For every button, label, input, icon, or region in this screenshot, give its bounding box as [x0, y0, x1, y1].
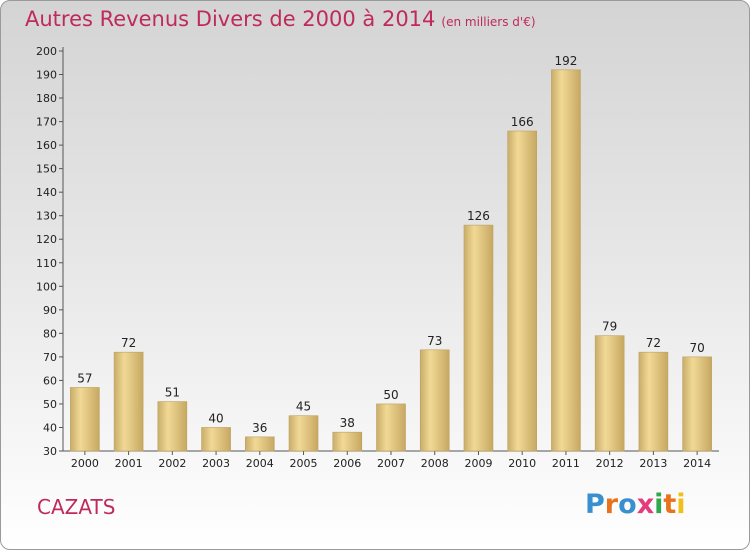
- bar-value-label: 57: [77, 371, 92, 385]
- x-tick-label: 2000: [71, 457, 99, 470]
- y-tick-label: 50: [43, 398, 57, 411]
- y-tick-label: 190: [36, 69, 57, 82]
- x-tick-label: 2012: [596, 457, 624, 470]
- x-tick-label: 2002: [158, 457, 186, 470]
- title-main: Autres Revenus Divers de 2000 à 2014: [25, 7, 436, 31]
- y-tick-label: 160: [36, 139, 57, 152]
- logo-letter: r: [604, 489, 619, 520]
- bar-2013: [638, 351, 669, 452]
- logo-letter: x: [636, 489, 655, 520]
- bar-value-label: 79: [602, 320, 617, 334]
- x-tick-label: 2011: [552, 457, 580, 470]
- place-name: CAZATS: [37, 495, 116, 519]
- bar-2007: [376, 403, 406, 452]
- y-tick-label: 80: [43, 327, 57, 340]
- bar-value-label: 38: [340, 416, 355, 430]
- y-tick-label: 200: [36, 45, 57, 58]
- y-tick-label: 90: [43, 304, 57, 317]
- y-tick-label: 70: [43, 351, 57, 364]
- x-tick-label: 2006: [333, 457, 361, 470]
- x-tick-label: 2007: [377, 457, 405, 470]
- bar-2004: [245, 436, 275, 452]
- x-tick-label: 2014: [683, 457, 711, 470]
- bar-2012: [594, 335, 625, 452]
- bar-2000: [70, 387, 100, 452]
- x-tick-label: 2003: [202, 457, 230, 470]
- bar-2006: [332, 431, 363, 452]
- y-tick-label: 170: [36, 116, 57, 129]
- bar-value-label: 126: [467, 209, 490, 223]
- x-tick-label: 2001: [115, 457, 143, 470]
- y-tick-label: 130: [36, 210, 57, 223]
- bar-2003: [201, 427, 231, 452]
- y-tick-label: 100: [36, 280, 57, 293]
- bar-2009: [463, 224, 494, 452]
- bar-value-label: 73: [427, 334, 442, 348]
- y-tick-label: 40: [43, 421, 57, 434]
- x-tick-label: 2005: [290, 457, 318, 470]
- x-tick-label: 2004: [246, 457, 274, 470]
- title-subtitle: (en milliers d'€): [441, 15, 536, 29]
- bar-value-label: 40: [208, 411, 223, 425]
- logo-letter: t: [663, 489, 677, 520]
- logo-letter: o: [618, 489, 637, 520]
- x-tick-label: 2009: [464, 457, 492, 470]
- bar-2011: [551, 69, 581, 452]
- y-tick-label: 110: [36, 257, 57, 270]
- logo-letter: P: [585, 489, 605, 520]
- bar-value-label: 166: [511, 115, 534, 129]
- bar-value-label: 72: [646, 336, 661, 350]
- y-tick-label: 140: [36, 186, 57, 199]
- bar-2005: [288, 415, 319, 452]
- bar-2001: [113, 351, 144, 452]
- x-tick-label: 2013: [639, 457, 667, 470]
- bar-value-label: 72: [121, 336, 136, 350]
- bar-value-label: 50: [383, 388, 398, 402]
- logo-letter: i: [654, 489, 664, 520]
- bar-2010: [507, 130, 538, 452]
- y-tick-label: 60: [43, 374, 57, 387]
- bar-value-label: 36: [252, 421, 267, 435]
- bar-2008: [419, 349, 450, 452]
- y-tick-label: 150: [36, 163, 57, 176]
- bar-2014: [682, 356, 712, 452]
- x-tick-label: 2008: [421, 457, 449, 470]
- bar-value-label: 45: [296, 400, 311, 414]
- bar-value-label: 51: [165, 386, 180, 400]
- y-tick-label: 180: [36, 92, 57, 105]
- bar-2002: [157, 401, 188, 452]
- x-tick-label: 2010: [508, 457, 536, 470]
- bar-value-label: 70: [689, 341, 704, 355]
- y-tick-label: 30: [43, 445, 57, 458]
- chart-title: Autres Revenus Divers de 2000 à 2014 (en …: [25, 7, 536, 31]
- y-tick-label: 120: [36, 233, 57, 246]
- logo-letter: i: [676, 489, 686, 520]
- bar-value-label: 192: [554, 54, 577, 68]
- proxiti-logo: Proxiti: [585, 489, 686, 520]
